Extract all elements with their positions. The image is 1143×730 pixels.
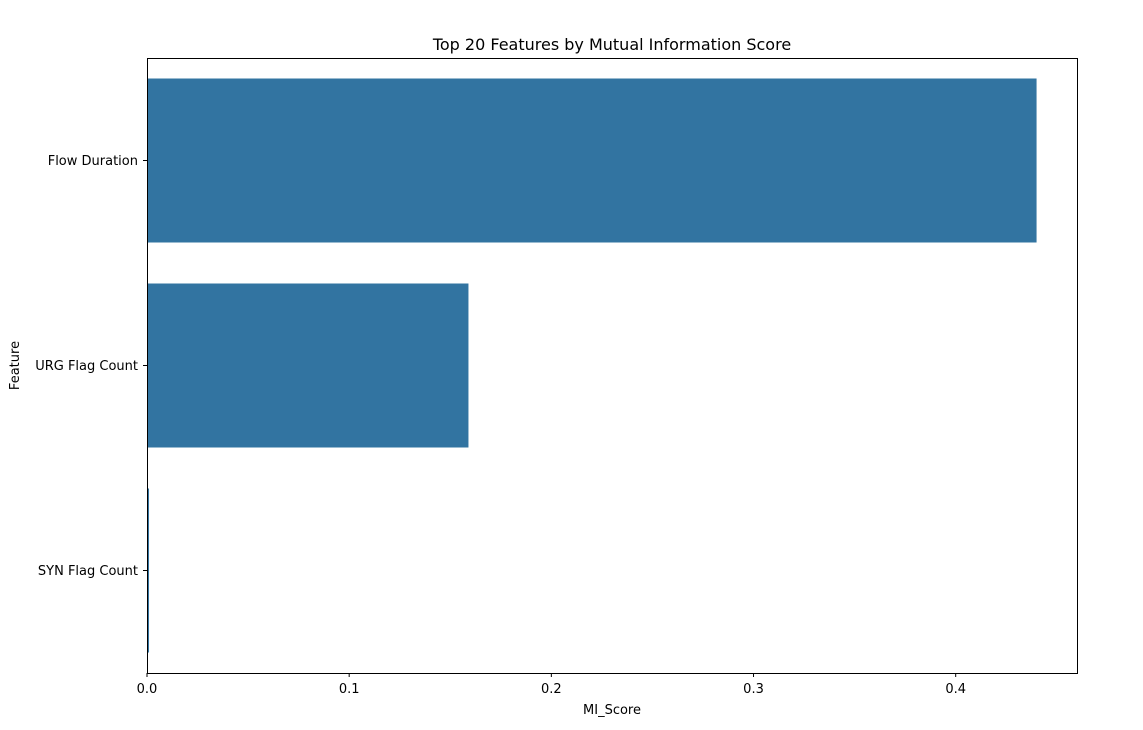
y-tick-label: URG Flag Count — [35, 359, 138, 374]
y-tick-label: Flow Duration — [48, 154, 138, 169]
y-tick-label: SYN Flag Count — [38, 564, 138, 579]
x-tick-label: 0.0 — [137, 682, 158, 697]
bar-syn-flag-count — [147, 488, 150, 653]
x-axis-ticks: 0.0 0.1 0.2 0.3 0.4 — [137, 673, 966, 697]
chart-title: Top 20 Features by Mutual Information Sc… — [432, 35, 791, 54]
x-tick-label: 0.1 — [339, 682, 360, 697]
bar-urg-flag-count — [147, 283, 469, 448]
bar-flow-duration — [147, 78, 1037, 243]
bars-layer — [147, 78, 1037, 653]
x-tick-label: 0.3 — [743, 682, 764, 697]
y-axis-label: Feature — [8, 341, 23, 390]
y-axis-ticks: Flow Duration URG Flag Count SYN Flag Coun… — [35, 154, 147, 579]
plot-frame — [147, 58, 1078, 674]
x-tick-label: 0.2 — [541, 682, 562, 697]
x-axis-label: MI_Score — [583, 703, 641, 718]
x-tick-label: 0.4 — [945, 682, 966, 697]
